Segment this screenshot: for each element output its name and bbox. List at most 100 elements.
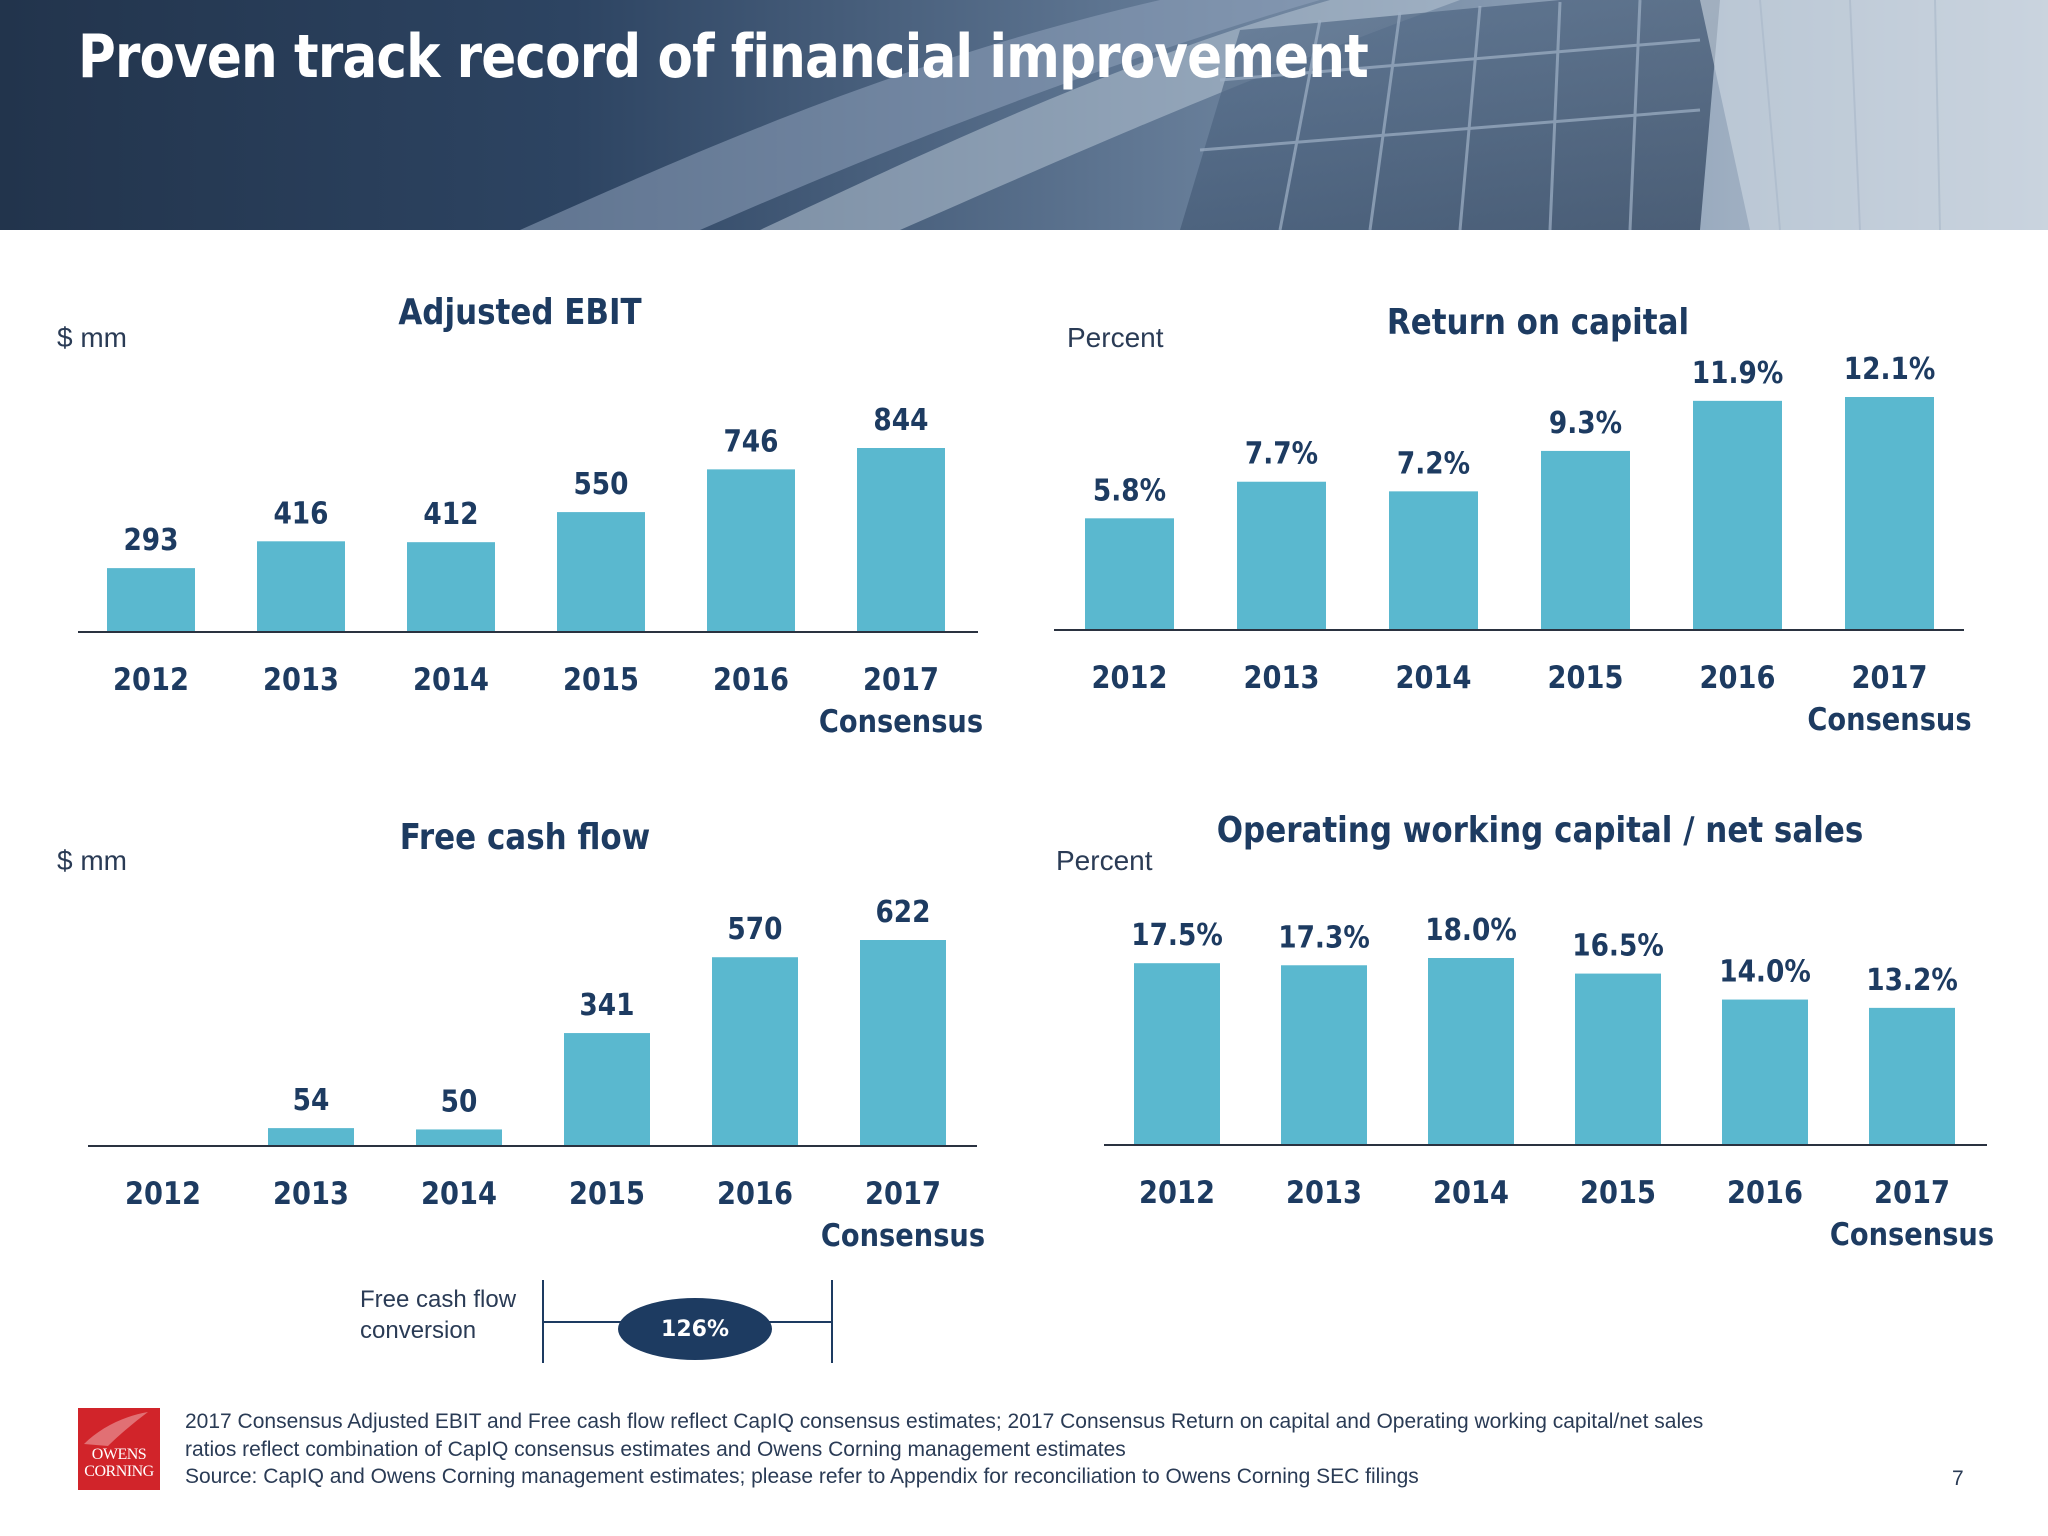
x-tick-label: Consensus bbox=[819, 703, 983, 739]
x-tick-label: 2015 bbox=[563, 661, 639, 697]
bar bbox=[107, 568, 195, 632]
chart-panel-free-cash-flow: $ mm Free cash flow 2012 54 2013 50 2014 341 2… bbox=[0, 0, 1000, 1280]
x-tick-label: 2013 bbox=[273, 1175, 349, 1211]
x-tick-label: 2014 bbox=[1433, 1174, 1509, 1210]
data-label: 412 bbox=[423, 497, 478, 532]
header-banner: Proven track record of financial improve… bbox=[0, 0, 2048, 230]
slide-title: Proven track record of financial improve… bbox=[78, 22, 1369, 92]
x-tick-label: 2016 bbox=[1700, 659, 1776, 695]
data-label: 14.0% bbox=[1719, 954, 1811, 989]
footnote-line: 2017 Consensus Adjusted EBIT and Free ca… bbox=[185, 1410, 1704, 1433]
bar bbox=[416, 1129, 502, 1146]
bar bbox=[712, 957, 798, 1146]
fcf-conversion-value: 126% bbox=[618, 1298, 772, 1360]
bar bbox=[857, 448, 945, 632]
footnotes: 2017 Consensus Adjusted EBIT and Free ca… bbox=[185, 1408, 1805, 1491]
chart-title: Adjusted EBIT bbox=[398, 292, 642, 333]
bar bbox=[1541, 450, 1630, 630]
bar bbox=[1693, 400, 1782, 630]
logo-mark bbox=[84, 1412, 148, 1446]
data-label: 9.3% bbox=[1549, 405, 1622, 440]
x-tick-label: 2014 bbox=[413, 661, 489, 697]
logo-wordmark: OWENS CORNING bbox=[84, 1446, 154, 1480]
x-tick-label: Consensus bbox=[1807, 701, 1971, 737]
bar bbox=[1575, 973, 1661, 1145]
chart-panel-adjusted-ebit: $ mm Adjusted EBIT 293 2012 416 2013 412 2014… bbox=[0, 0, 1000, 760]
x-tick-label: 2012 bbox=[113, 661, 189, 697]
x-tick-label: Consensus bbox=[821, 1217, 985, 1253]
owens-corning-logo: OWENS CORNING bbox=[78, 1408, 160, 1490]
bar bbox=[1134, 963, 1220, 1145]
x-tick-label: 2013 bbox=[1244, 659, 1320, 695]
data-label: 746 bbox=[723, 424, 778, 459]
unit-label: Percent bbox=[1067, 322, 1164, 353]
chart-panel-return-on-capital: Percent Return on capital 5.8% 2012 7.7% 20… bbox=[0, 0, 2048, 760]
bar bbox=[557, 512, 645, 632]
bar bbox=[1281, 965, 1367, 1145]
bar bbox=[564, 1033, 650, 1146]
x-tick-label: 2012 bbox=[1139, 1174, 1215, 1210]
bar bbox=[407, 542, 495, 632]
data-label: 5.8% bbox=[1093, 473, 1166, 508]
data-label: 341 bbox=[579, 987, 634, 1022]
chart-adjusted-ebit: 293 2012 416 2013 412 2014 550 2015 746 2016 844 20… bbox=[78, 402, 983, 739]
fcf-conversion-callout: Free cash flow conversion 126% bbox=[360, 1280, 840, 1365]
data-label: 50 bbox=[441, 1084, 478, 1119]
unit-label: $ mm bbox=[57, 845, 127, 876]
data-label: 550 bbox=[573, 466, 628, 501]
bar bbox=[1085, 518, 1174, 630]
data-label: 416 bbox=[273, 496, 328, 531]
bar bbox=[707, 469, 795, 632]
x-tick-label: 2017 bbox=[863, 661, 939, 697]
data-label: 54 bbox=[293, 1083, 330, 1118]
data-label: 7.2% bbox=[1397, 446, 1470, 481]
x-tick-label: 2015 bbox=[1548, 659, 1624, 695]
data-label: 17.5% bbox=[1131, 918, 1223, 953]
data-label: 844 bbox=[873, 402, 928, 437]
data-label: 293 bbox=[123, 523, 178, 558]
x-tick-label: 2014 bbox=[421, 1175, 497, 1211]
data-label: 17.3% bbox=[1278, 920, 1370, 955]
data-label: 11.9% bbox=[1692, 355, 1784, 390]
data-label: 16.5% bbox=[1572, 928, 1664, 963]
x-tick-label: 2014 bbox=[1396, 659, 1472, 695]
chart-panel-owc-net-sales: Percent Operating working capital / net … bbox=[1056, 810, 1994, 1252]
x-tick-label: 2013 bbox=[1286, 1174, 1362, 1210]
bar bbox=[1869, 1007, 1955, 1145]
data-label: 622 bbox=[875, 894, 930, 929]
footnote-line: ratios reflect combination of CapIQ cons… bbox=[185, 1437, 1126, 1461]
bar bbox=[1428, 958, 1514, 1145]
data-label: 570 bbox=[727, 912, 782, 947]
page-number: 7 bbox=[1952, 1467, 1964, 1490]
chart-title: Operating working capital / net sales bbox=[1216, 810, 1864, 851]
data-label: 7.7% bbox=[1245, 436, 1318, 471]
x-tick-label: 2015 bbox=[569, 1175, 645, 1211]
data-label: 13.2% bbox=[1866, 962, 1958, 997]
chart-free-cash-flow: 2012 54 2013 50 2014 341 2015 570 2016 622 2017 Con… bbox=[88, 894, 985, 1253]
unit-label: Percent bbox=[1056, 845, 1153, 876]
x-tick-label: 2017 bbox=[1852, 659, 1928, 695]
footnote-line: Source: CapIQ and Owens Corning manageme… bbox=[185, 1465, 1419, 1488]
x-tick-label: 2017 bbox=[865, 1175, 941, 1211]
data-label: 18.0% bbox=[1425, 912, 1517, 947]
bar bbox=[860, 940, 946, 1146]
chart-title: Return on capital bbox=[1386, 302, 1690, 343]
bar bbox=[1722, 999, 1808, 1145]
bar bbox=[257, 541, 345, 632]
bracket-right bbox=[831, 1280, 833, 1363]
x-tick-label: 2016 bbox=[1727, 1174, 1803, 1210]
chart-return-on-capital: 5.8% 2012 7.7% 2013 7.2% 2014 9.3% 2015 11.9% 201… bbox=[1054, 351, 1972, 737]
building-background bbox=[520, 0, 2048, 230]
bar bbox=[268, 1128, 354, 1146]
x-tick-label: 2016 bbox=[713, 661, 789, 697]
chart-owc-net-sales: 17.5% 2012 17.3% 2013 18.0% 2014 16.5% 2015 14.0… bbox=[1104, 912, 1994, 1252]
bar bbox=[1389, 491, 1478, 630]
bar bbox=[1845, 397, 1934, 630]
unit-label: $ mm bbox=[57, 322, 127, 353]
x-tick-label: Consensus bbox=[1830, 1216, 1994, 1252]
bar bbox=[1237, 481, 1326, 630]
x-tick-label: 2016 bbox=[717, 1175, 793, 1211]
x-tick-label: 2015 bbox=[1580, 1174, 1656, 1210]
chart-title: Free cash flow bbox=[399, 817, 651, 858]
x-tick-label: 2012 bbox=[125, 1175, 201, 1211]
